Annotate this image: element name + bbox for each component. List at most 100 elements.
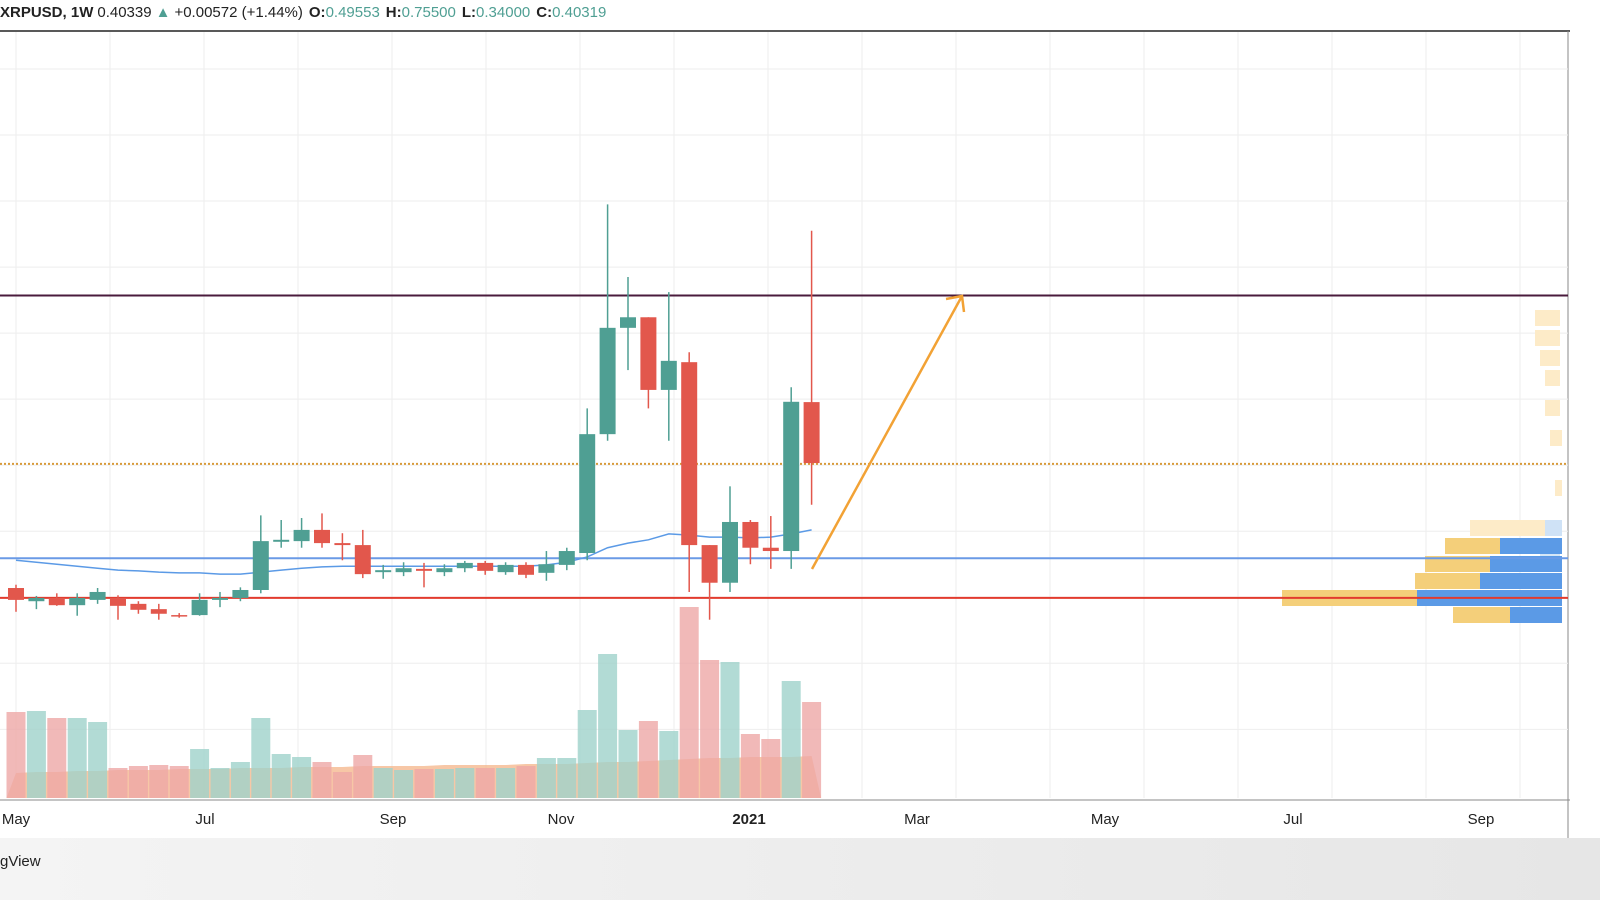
ohlc-value: 0.49553 bbox=[326, 4, 380, 21]
candle-body bbox=[436, 568, 453, 573]
volume-bar bbox=[496, 768, 516, 798]
volume-bar bbox=[47, 718, 67, 798]
candle-body bbox=[69, 597, 86, 606]
volume-bar bbox=[373, 768, 393, 798]
profile-row bbox=[1545, 370, 1560, 386]
volume-bar bbox=[26, 711, 46, 798]
ohlc-value: 0.40319 bbox=[552, 4, 606, 21]
candle-body bbox=[171, 615, 188, 617]
volume-bar bbox=[740, 734, 760, 798]
volume-bar bbox=[781, 681, 801, 798]
volume-bar bbox=[720, 662, 740, 798]
candle-body bbox=[456, 562, 473, 569]
volume-bar bbox=[6, 712, 26, 798]
profile-row bbox=[1510, 607, 1562, 623]
volume-bar bbox=[190, 749, 210, 798]
profile-row bbox=[1453, 607, 1510, 623]
candle-body bbox=[8, 588, 24, 600]
volume-bar bbox=[210, 768, 230, 798]
volume-bar bbox=[88, 722, 108, 798]
volume-bar bbox=[638, 721, 658, 798]
x-tick-label: Sep bbox=[1468, 811, 1495, 828]
volume-bar bbox=[598, 654, 618, 798]
x-tick-label: Jul bbox=[195, 811, 214, 828]
volume-bar bbox=[557, 758, 577, 798]
last-price: 0.40339 bbox=[97, 4, 151, 21]
profile-row bbox=[1480, 573, 1562, 589]
ohlc-key: H: bbox=[386, 4, 402, 21]
volume-bar bbox=[169, 766, 189, 798]
volume-bar bbox=[108, 768, 128, 798]
change: +0.00572 (+1.44%) bbox=[174, 4, 302, 21]
candle-body bbox=[660, 360, 677, 390]
candle-body bbox=[293, 529, 310, 542]
profile-row bbox=[1535, 330, 1560, 346]
volume-bar bbox=[577, 710, 597, 798]
candle-body bbox=[579, 434, 596, 554]
x-tick-label: 2021 bbox=[732, 811, 765, 828]
profile-row bbox=[1445, 538, 1500, 554]
candle-body bbox=[620, 317, 636, 328]
profile-row bbox=[1470, 520, 1545, 536]
ohlc-key: O: bbox=[309, 4, 326, 21]
x-tick-label: Sep bbox=[380, 811, 407, 828]
candle-body bbox=[334, 543, 351, 546]
volume-bar bbox=[700, 660, 720, 798]
candle-body bbox=[518, 564, 534, 575]
profile-row bbox=[1415, 573, 1480, 589]
volume-bar bbox=[659, 731, 679, 798]
footer-bar bbox=[0, 838, 1600, 900]
volume-bar bbox=[353, 755, 373, 798]
candle-body bbox=[395, 568, 412, 573]
candle-body bbox=[252, 541, 269, 590]
candle-body bbox=[232, 589, 249, 598]
volume-bar bbox=[414, 769, 434, 798]
change-arrow: ▲ bbox=[156, 4, 171, 21]
volume-bar bbox=[251, 718, 271, 798]
profile-row bbox=[1545, 400, 1560, 416]
volume-bar bbox=[516, 766, 536, 798]
candle-body bbox=[110, 597, 126, 606]
candle-body bbox=[150, 609, 167, 614]
ohlc-key: L: bbox=[462, 4, 476, 21]
candle-body bbox=[130, 603, 147, 610]
candle-body bbox=[742, 521, 759, 548]
candle-body bbox=[89, 591, 106, 600]
volume-bar bbox=[536, 758, 556, 798]
candle-body bbox=[375, 570, 392, 573]
candle-body bbox=[314, 529, 330, 544]
profile-row bbox=[1550, 430, 1562, 446]
volume-bar bbox=[475, 768, 495, 798]
candle-body bbox=[48, 597, 65, 606]
candle-body bbox=[803, 402, 820, 464]
volume-bar bbox=[618, 730, 638, 798]
profile-row bbox=[1490, 556, 1562, 572]
volume-bar bbox=[149, 765, 169, 798]
candle-body bbox=[354, 545, 371, 575]
x-tick-label: Mar bbox=[904, 811, 930, 828]
volume-ma-area bbox=[6, 756, 822, 798]
symbol: XRPUSD, 1W bbox=[0, 4, 94, 21]
profile-row bbox=[1545, 520, 1562, 536]
candle-body bbox=[416, 568, 432, 571]
profile-row bbox=[1535, 310, 1560, 326]
candle-body bbox=[722, 521, 738, 583]
footer-text: gView bbox=[0, 853, 41, 870]
x-tick-label: May bbox=[1091, 811, 1120, 828]
volume-bar bbox=[67, 718, 87, 798]
candle-body bbox=[783, 401, 800, 552]
volume-bar bbox=[292, 757, 312, 798]
ohlc-key: C: bbox=[536, 4, 552, 21]
candle-body bbox=[212, 597, 228, 600]
ohlc-value: 0.75500 bbox=[402, 4, 456, 21]
volume-bar bbox=[271, 754, 291, 798]
profile-row bbox=[1540, 350, 1560, 366]
header: XRPUSD, 1W 0.40339 ▲ +0.00572 (+1.44%) O:0.4… bbox=[0, 4, 606, 21]
profile-row bbox=[1555, 480, 1562, 496]
candle-body bbox=[191, 599, 208, 616]
candle-body bbox=[558, 551, 575, 565]
volume-bar bbox=[332, 772, 352, 798]
candle-body bbox=[640, 317, 657, 390]
projection-arrow bbox=[810, 294, 966, 570]
